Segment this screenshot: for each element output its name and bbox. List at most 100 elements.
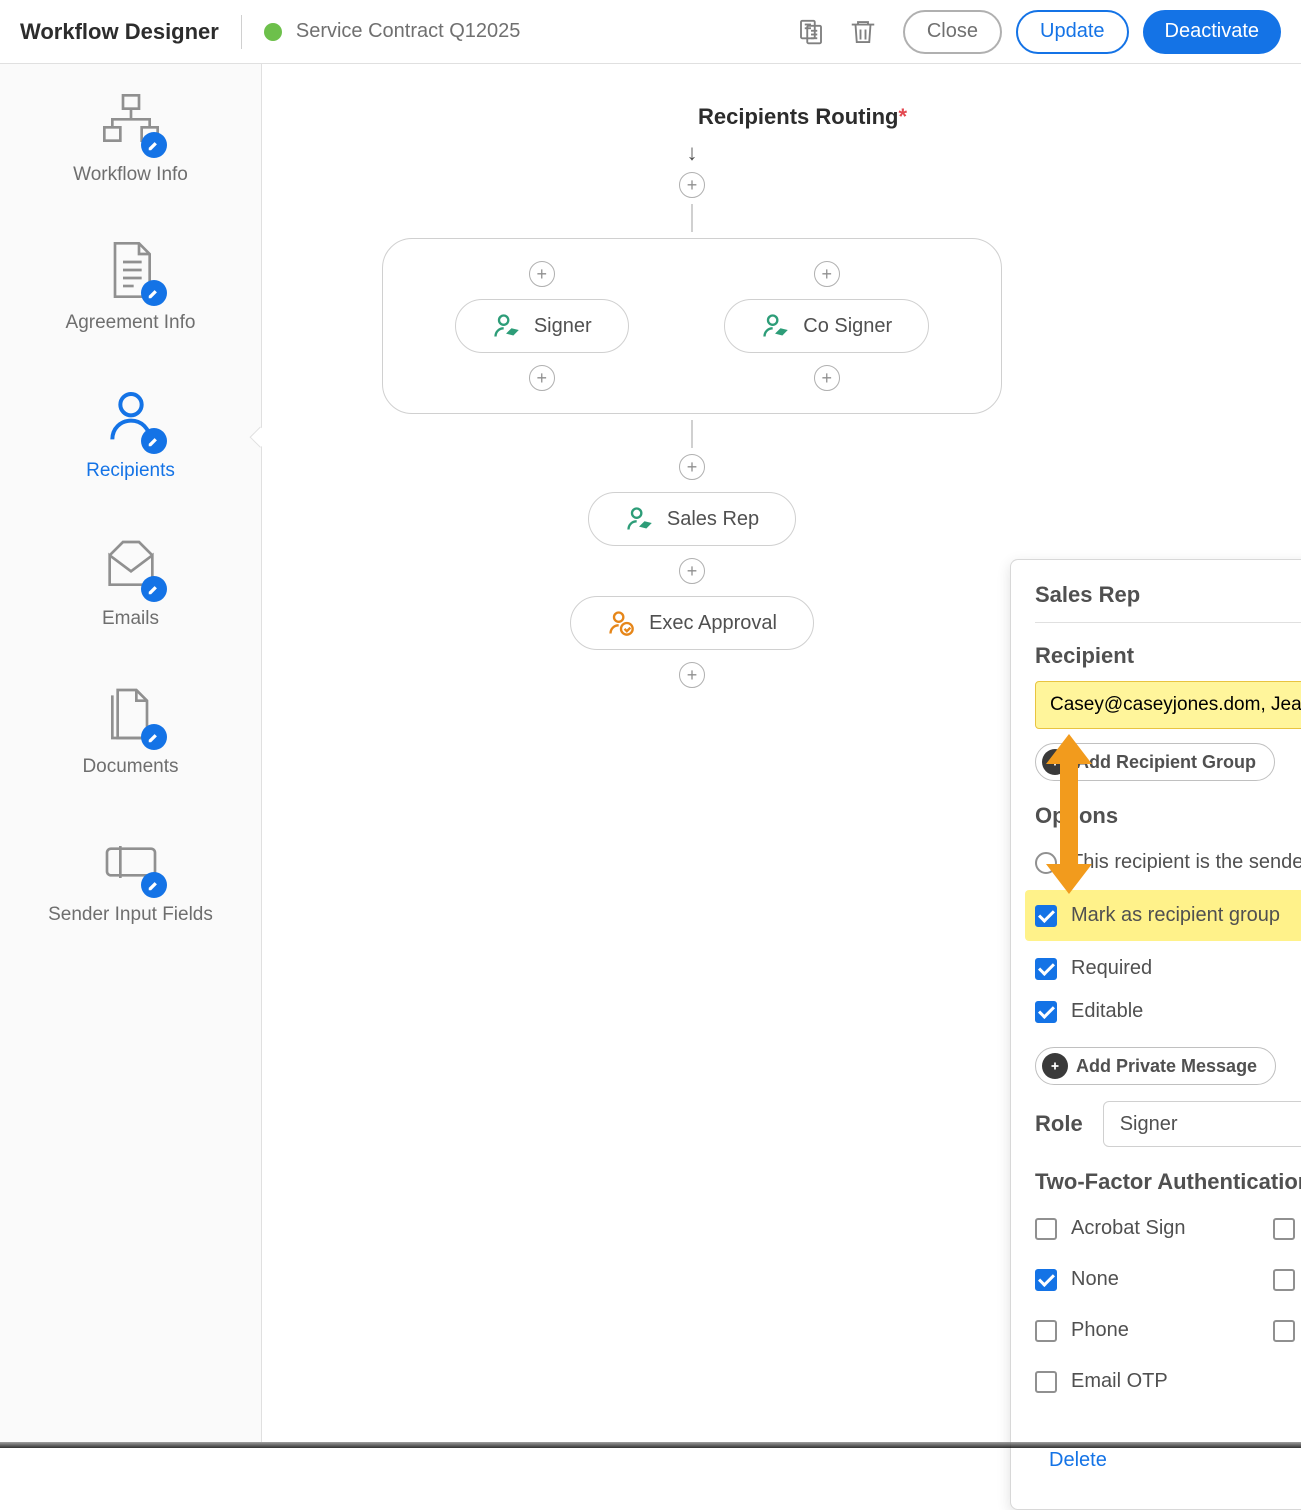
checkbox[interactable] [1273,1218,1295,1240]
option-mark-group[interactable]: Mark as recipient group [1025,890,1301,941]
radio-sender[interactable] [1035,852,1057,874]
sidebar-label: Workflow Info [73,164,188,186]
edit-badge-icon [141,280,167,306]
checkbox[interactable] [1035,1218,1057,1240]
role-label: Role [1035,1111,1083,1137]
plus-icon [1042,749,1068,775]
sidebar-label: Sender Input Fields [48,904,213,926]
recipient-node-signer[interactable]: Signer [455,299,629,353]
required-star: * [898,104,907,129]
add-node-button[interactable]: + [814,365,840,391]
sidebar-item-sender-input-fields[interactable]: Sender Input Fields [0,830,261,926]
tfa-none[interactable]: None [1035,1258,1253,1301]
main: Workflow Info Agreement Info [0,64,1301,1442]
tfa-government-id[interactable]: Government ID [1273,1309,1301,1352]
approver-icon [607,609,635,637]
recipient-input[interactable] [1035,681,1301,729]
divider [1035,622,1301,623]
tfa-email-otp[interactable]: Email OTP [1035,1360,1253,1403]
checkbox-editable[interactable] [1035,1001,1057,1023]
popup-header: Sales Rep [1035,582,1301,608]
flow-line [691,420,693,448]
plus-icon [1042,1053,1068,1079]
branch-b: + Co Signer + [724,255,929,397]
workflow-info-icon [99,90,163,154]
sender-input-fields-icon [99,830,163,894]
tfa-acrobat-sign[interactable]: Acrobat Sign [1035,1207,1253,1250]
close-button[interactable]: Close [903,10,1002,54]
checkbox-mark-group[interactable] [1035,905,1057,927]
add-node-button[interactable]: + [529,365,555,391]
recipients-icon [99,386,163,450]
emails-icon [99,534,163,598]
status-dot [264,23,282,41]
branch-a: + Signer + [455,255,629,397]
edit-badge-icon [141,872,167,898]
sidebar-label: Agreement Info [66,312,196,334]
sidebar-label: Emails [102,608,159,630]
role-row: Role Signer [1035,1101,1301,1147]
delete-button[interactable]: Delete [1035,1449,1121,1472]
add-private-message-button[interactable]: Add Private Message [1035,1047,1276,1085]
sidebar-item-workflow-info[interactable]: Workflow Info [0,90,261,186]
workflow-name: Service Contract Q12025 [296,20,521,43]
edit-badge-icon [141,132,167,158]
sidebar-item-documents[interactable]: Documents [0,682,261,778]
canvas: Recipients Routing* ↓ + + Signe [262,64,1301,1442]
tfa-password[interactable]: Password [1273,1258,1301,1301]
role-select[interactable]: Signer [1103,1101,1301,1147]
recipient-label: Recipient [1035,643,1301,669]
app-title: Workflow Designer [20,19,219,45]
add-node-button[interactable]: + [814,261,840,287]
update-button[interactable]: Update [1016,10,1129,54]
sidebar: Workflow Info Agreement Info [0,64,262,1442]
sidebar-item-emails[interactable]: Emails [0,534,261,630]
signer-icon [625,505,653,533]
option-editable[interactable]: Editable [1035,990,1301,1033]
add-node-button[interactable]: + [679,558,705,584]
tfa-grid: Acrobat Sign KBA None Password Phone Gov… [1035,1207,1301,1403]
trash-icon[interactable] [845,14,881,50]
branch-container: + Signer + + [382,238,1002,414]
signer-icon [761,312,789,340]
sidebar-label: Recipients [86,460,175,482]
edit-badge-icon [141,428,167,454]
edit-badge-icon [141,576,167,602]
add-node-button[interactable]: + [679,454,705,480]
checkbox[interactable] [1035,1320,1057,1342]
sidebar-item-agreement-info[interactable]: Agreement Info [0,238,261,334]
top-bar: Workflow Designer Service Contract Q1202… [0,0,1301,64]
option-required[interactable]: Required [1035,947,1301,990]
recipient-node-co-signer[interactable]: Co Signer [724,299,929,353]
add-node-button[interactable]: + [679,172,705,198]
app-root: Workflow Designer Service Contract Q1202… [0,0,1301,1448]
deactivate-button[interactable]: Deactivate [1143,10,1282,54]
duplicate-icon[interactable] [793,14,829,50]
edit-badge-icon [141,724,167,750]
add-node-button[interactable]: + [679,662,705,688]
checkbox[interactable] [1273,1320,1295,1342]
checkbox[interactable] [1035,1269,1057,1291]
add-node-button[interactable]: + [529,261,555,287]
arrow-down-icon: ↓ [687,140,698,166]
checkbox[interactable] [1035,1371,1057,1393]
tfa-phone[interactable]: Phone [1035,1309,1253,1352]
divider [241,15,242,49]
options-label: Options [1035,803,1301,829]
popup-title: Sales Rep [1035,582,1301,608]
recipient-node-exec-approval[interactable]: Exec Approval [570,596,814,650]
flow-line [691,204,693,232]
tfa-kba[interactable]: KBA [1273,1207,1301,1250]
documents-icon [99,682,163,746]
sidebar-item-recipients[interactable]: Recipients [0,386,261,482]
option-sender[interactable]: This recipient is the sender [1035,841,1301,884]
checkbox-required[interactable] [1035,958,1057,980]
recipient-node-sales-rep[interactable]: Sales Rep [588,492,796,546]
agreement-info-icon [99,238,163,302]
add-recipient-group-button[interactable]: Add Recipient Group [1035,743,1275,781]
recipient-popup: Sales Rep Recipient Add Recipient Group [1010,559,1301,1510]
sidebar-label: Documents [82,756,178,778]
canvas-title: Recipients Routing* [698,104,1301,130]
checkbox[interactable] [1273,1269,1295,1291]
flow: ↓ + + Signer + [342,140,1042,694]
